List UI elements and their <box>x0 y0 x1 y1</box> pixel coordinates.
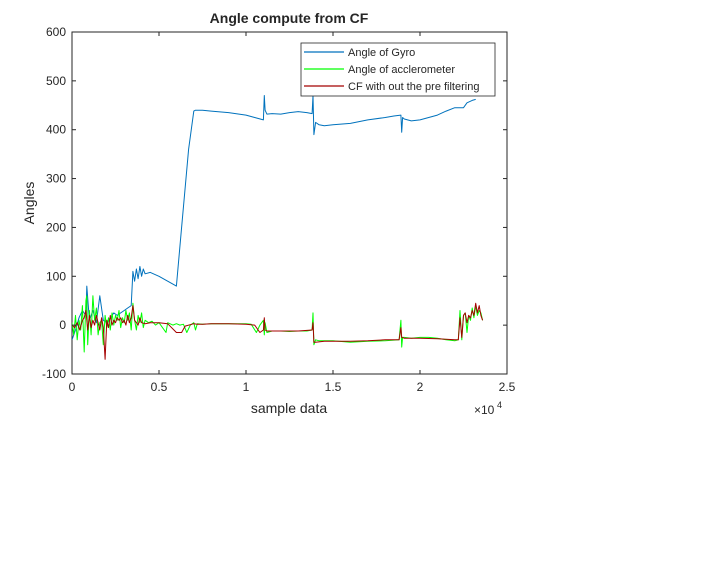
legend-entry-gyro: Angle of Gyro <box>304 47 415 59</box>
x-tick-label: 0 <box>69 380 76 394</box>
x-axis-label: sample data <box>251 400 327 416</box>
y-tick-label: 400 <box>46 123 66 137</box>
series-line-cf <box>72 302 484 360</box>
legend-label-cf: CF with out the pre filtering <box>348 81 479 93</box>
y-tick-label: -100 <box>42 367 66 381</box>
chart-title: Angle compute from CF <box>210 10 369 26</box>
y-tick-label: 600 <box>46 25 66 39</box>
x-tick-label: 1 <box>243 380 250 394</box>
legend-label-gyro: Angle of Gyro <box>348 47 415 59</box>
y-tick-label: 300 <box>46 172 66 186</box>
y-tick-label: 200 <box>46 220 66 234</box>
legend-label-accelerometer: Angle of acclerometer <box>348 64 455 76</box>
x-exponent: ×10 4 <box>474 400 502 417</box>
x-tick-label: 2 <box>417 380 424 394</box>
y-tick-label: 0 <box>59 318 66 332</box>
x-tick-label: 0.5 <box>151 380 168 394</box>
x-tick-label: 2.5 <box>499 380 516 394</box>
y-tick-label: 100 <box>46 269 66 283</box>
legend-entry-accelerometer: Angle of acclerometer <box>304 64 455 76</box>
legend-entry-cf: CF with out the pre filtering <box>304 81 479 93</box>
x-exponent-base: ×10 <box>474 403 495 417</box>
x-exponent-power: 4 <box>497 400 502 410</box>
legend: Angle of Gyro Angle of acclerometer CF w… <box>300 42 496 97</box>
y-axis-label: Angles <box>21 182 37 225</box>
series-line-accelerometer <box>72 295 484 353</box>
y-tick-label: 500 <box>46 74 66 88</box>
x-tick-label: 1.5 <box>325 380 342 394</box>
series-layer <box>72 95 484 360</box>
